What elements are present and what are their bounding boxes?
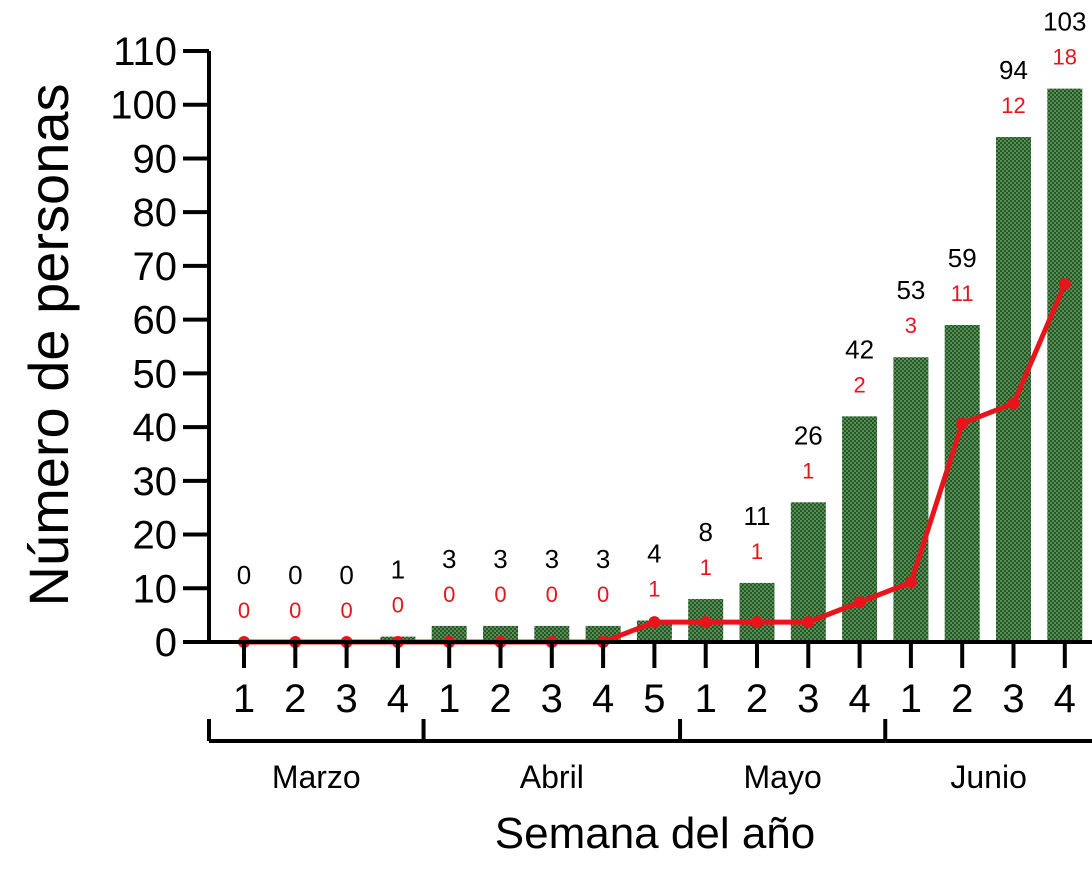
month-label: Junio [950, 759, 1027, 795]
bar-value-label: 3 [596, 544, 610, 574]
bar-value-label: 3 [545, 544, 559, 574]
x-tick-label: 2 [489, 677, 511, 721]
bar [739, 582, 775, 642]
x-tick-label: 1 [695, 677, 717, 721]
bar [483, 625, 518, 642]
bar [534, 625, 570, 642]
x-tick-label: 3 [1002, 677, 1024, 721]
line-value-label: 2 [853, 372, 865, 397]
line-value-label: 0 [546, 582, 558, 607]
bar-value-label: 3 [442, 544, 456, 574]
line-point [648, 616, 661, 629]
y-tick-label: 110 [113, 30, 177, 74]
y-tick-label: 60 [133, 299, 178, 343]
y-tick-label: 100 [110, 84, 177, 128]
y-axis: 0 10 20 30 40 50 60 70 80 90 100 110 [110, 30, 211, 665]
line-value-label: 0 [238, 598, 250, 623]
x-tick-label: 1 [438, 677, 460, 721]
bar-value-label: 0 [288, 560, 302, 590]
line-point [904, 576, 917, 589]
x-tick-label: 4 [387, 677, 409, 721]
line-value-label: 0 [597, 582, 609, 607]
line-point [1058, 278, 1071, 291]
y-tick-label: 40 [133, 406, 178, 450]
y-tick-label: 80 [133, 191, 178, 235]
x-tick-label: 1 [233, 677, 255, 721]
x-tick-label: 2 [746, 677, 768, 721]
month-label: Marzo [272, 759, 361, 795]
bar [431, 625, 467, 642]
line-value-label: 0 [494, 582, 506, 607]
bar [944, 325, 980, 642]
bar-value-label: 103 [1043, 7, 1086, 37]
y-tick-label: 70 [133, 245, 178, 289]
line-value-label: 18 [1053, 45, 1077, 70]
line-value-label: 1 [648, 577, 660, 602]
x-tick-label: 3 [541, 677, 563, 721]
x-tick-label: 3 [797, 677, 819, 721]
bar-value-label: 1 [391, 555, 405, 585]
bar [996, 136, 1031, 643]
line-value-label: 1 [802, 458, 814, 483]
x-tick-label: 4 [848, 677, 870, 721]
line-point [699, 616, 712, 629]
x-tick-label: 2 [951, 677, 973, 721]
bar-value-label: 8 [698, 517, 712, 547]
y-tick-label: 0 [155, 621, 177, 665]
x-tick-label: 2 [284, 677, 306, 721]
y-tick-label: 20 [133, 514, 178, 558]
month-label: Mayo [744, 759, 822, 795]
y-tick-label: 50 [133, 352, 178, 396]
bar-value-label: 26 [794, 420, 823, 450]
line-value-label: 0 [340, 598, 352, 623]
bar-value-label: 42 [845, 334, 874, 364]
y-tick-label: 90 [133, 137, 178, 181]
line-point [751, 616, 763, 629]
bar-value-label: 0 [237, 560, 251, 590]
bar-value-label: 3 [493, 544, 507, 574]
x-axis-title: Semana del año [495, 809, 815, 858]
data-labels: 0000001030303030418111126142253359119412… [237, 7, 1087, 623]
line-point [853, 596, 866, 609]
bar [1047, 88, 1083, 643]
y-tick-label: 10 [133, 567, 178, 611]
line-point [802, 616, 815, 629]
line-value-label: 12 [1001, 93, 1025, 118]
bar-value-label: 11 [744, 501, 771, 531]
x-tick-label: 4 [592, 677, 614, 721]
line-value-label: 0 [443, 582, 455, 607]
line-value-label: 1 [700, 555, 712, 580]
bar [893, 357, 929, 642]
line-point [956, 417, 969, 430]
bar-value-label: 59 [948, 243, 977, 273]
y-tick-label: 30 [133, 460, 178, 504]
line-value-label: 11 [951, 281, 974, 306]
y-axis-title: Número de personas [17, 84, 80, 607]
x-tick-label: 3 [335, 677, 357, 721]
bar-value-label: 53 [896, 275, 925, 305]
bar-value-label: 4 [647, 539, 661, 569]
bar-value-label: 0 [339, 560, 353, 590]
line-value-label: 0 [392, 593, 404, 618]
line-value-label: 1 [751, 539, 763, 564]
line-point [1007, 397, 1020, 410]
line-value-label: 3 [905, 313, 917, 338]
bar-value-label: 94 [999, 55, 1028, 85]
x-tick-label: 1 [900, 677, 922, 721]
month-label: Abril [520, 759, 584, 795]
line-value-label: 0 [289, 598, 301, 623]
bar-series [380, 88, 1083, 643]
x-tick-label: 4 [1054, 677, 1076, 721]
x-tick-label: 5 [643, 677, 665, 721]
